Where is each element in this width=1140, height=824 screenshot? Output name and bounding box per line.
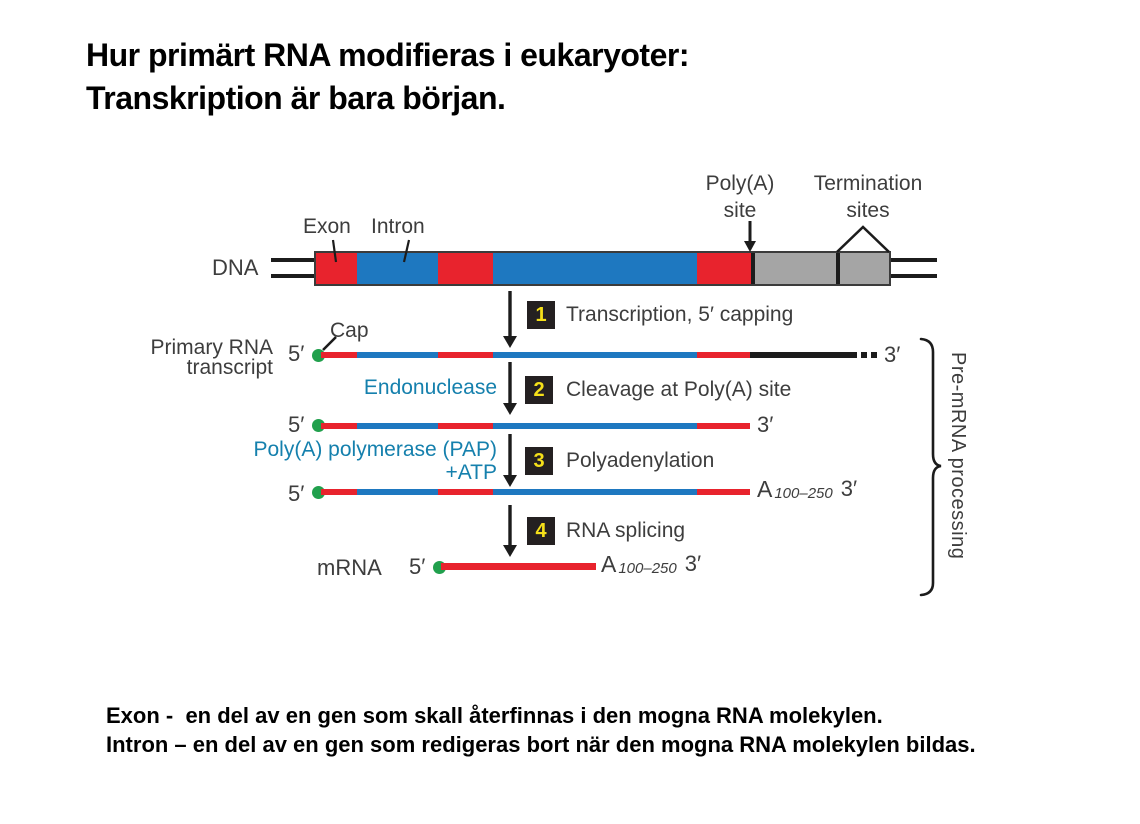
line4-polya-a: A: [601, 551, 617, 577]
primary-rna-line: [321, 352, 880, 358]
step-3-label: Polyadenylation: [566, 449, 715, 472]
step-4-label: RNA splicing: [566, 519, 686, 542]
primary-rna-label-line1: Primary RNA: [150, 336, 273, 359]
termination-region-2: [836, 253, 889, 284]
cap-label: Cap: [330, 319, 369, 342]
step-2-number: 2: [533, 378, 545, 401]
line3-three-prime: 3′: [840, 476, 858, 501]
termination-sites-caret: [836, 225, 890, 253]
mrna-label: mRNA: [317, 555, 382, 580]
polya-site-label-line1: Poly(A): [705, 172, 775, 195]
line3-polya-tail: A 100–250 3′: [757, 476, 857, 503]
line1-three-prime: 3′: [884, 342, 901, 367]
step-2-label: Cleavage at Poly(A) site: [566, 378, 792, 401]
exon-3: [697, 253, 751, 284]
polya-site-label: Poly(A) site: [685, 170, 795, 224]
exon-1: [316, 253, 357, 284]
step-4-number: 4: [535, 519, 547, 542]
line4-five-prime: 5′: [409, 554, 426, 579]
mrna-line: [441, 563, 596, 570]
dna-strand-right-bottom: [889, 274, 937, 278]
atp-label: +ATP: [445, 461, 497, 484]
endonuclease-label: Endonuclease: [363, 376, 497, 399]
slide-title: Hur primärt RNA modifieras i eukaryoter:…: [86, 34, 689, 120]
polyadenylated-rna-line: [321, 489, 750, 495]
rna-downstream-dashed: [851, 352, 880, 358]
step-2-arrowhead: [503, 403, 517, 415]
dna-strand-left-top: [271, 258, 316, 262]
rna-exon-1: [321, 423, 357, 429]
dna-label: DNA: [212, 255, 259, 280]
pre-mrna-processing-brace: [919, 337, 942, 597]
slide-title-line2: Transkription är bara början.: [86, 80, 506, 116]
line2-five-prime: 5′: [288, 412, 305, 437]
rna-exon-2: [438, 352, 493, 358]
step-3-number-badge: 3: [525, 447, 553, 475]
intron-1: [357, 253, 438, 284]
step-3-number: 3: [533, 449, 545, 472]
step-1-arrowhead: [503, 336, 517, 348]
primary-rna-transcript-label: Primary RNA transcript: [130, 336, 273, 379]
rna-exon-3: [697, 423, 750, 429]
line4-polya-count: 100–250: [618, 560, 677, 577]
step-3-arrowhead: [503, 475, 517, 487]
step-2-number-badge: 2: [525, 376, 553, 404]
slide-title-line1: Hur primärt RNA modifieras i eukaryoter:: [86, 37, 689, 73]
step-1-number-badge: 1: [527, 301, 555, 329]
line3-polya-count: 100–250: [774, 485, 833, 502]
polya-site-label-line2: site: [723, 199, 757, 222]
line4-three-prime: 3′: [684, 551, 702, 576]
pre-mrna-processing-label: Pre-mRNA processing: [947, 352, 969, 560]
primary-rna-label-line2: transcript: [186, 356, 273, 379]
intron-2: [493, 253, 697, 284]
line1-five-prime: 5′: [288, 341, 305, 366]
step-4-arrowhead: [503, 545, 517, 557]
intron-label: Intron: [371, 215, 425, 238]
rna-intron-2: [493, 489, 697, 495]
rna-exon-1: [321, 352, 357, 358]
termination-sites-label-line1: Termination: [813, 172, 923, 195]
rna-exon-2: [438, 489, 493, 495]
termination-region-1: [751, 253, 836, 284]
rna-intron-2: [493, 352, 697, 358]
rna-exon-2: [438, 423, 493, 429]
step-4-number-badge: 4: [527, 517, 555, 545]
dna-strand-right-top: [889, 258, 937, 262]
cleaved-rna-line: [321, 423, 750, 429]
rna-intron-2: [493, 423, 697, 429]
rna-downstream: [750, 352, 851, 358]
exon-2: [438, 253, 493, 284]
pap-label-line1: Poly(A) polymerase (PAP): [253, 438, 497, 461]
rna-exon-3: [697, 352, 750, 358]
exon-label: Exon: [303, 215, 351, 238]
termination-sites-label: Termination sites: [804, 170, 932, 224]
exon-definition: Exon - en del av en gen som skall återfi…: [106, 703, 883, 728]
line3-five-prime: 5′: [288, 481, 305, 506]
definitions-block: Exon - en del av en gen som skall återfi…: [106, 701, 976, 759]
rna-intron-1: [357, 352, 438, 358]
rna-intron-1: [357, 423, 438, 429]
rna-exon-1: [321, 489, 357, 495]
line2-three-prime: 3′: [757, 412, 774, 437]
dna-bar: [314, 251, 891, 286]
termination-sites-label-line2: sites: [846, 199, 890, 222]
step-1-number: 1: [535, 303, 547, 326]
step-1-label: Transcription, 5′ capping: [566, 303, 794, 326]
rna-intron-1: [357, 489, 438, 495]
line4-polya-tail: A 100–250 3′: [601, 551, 701, 578]
dna-strand-left-bottom: [271, 274, 316, 278]
rna-exon-3: [697, 489, 750, 495]
intron-definition: Intron – en del av en gen som redigeras …: [106, 732, 976, 757]
line3-polya-a: A: [757, 476, 773, 502]
pap-label: Poly(A) polymerase (PAP) +ATP: [240, 438, 497, 484]
